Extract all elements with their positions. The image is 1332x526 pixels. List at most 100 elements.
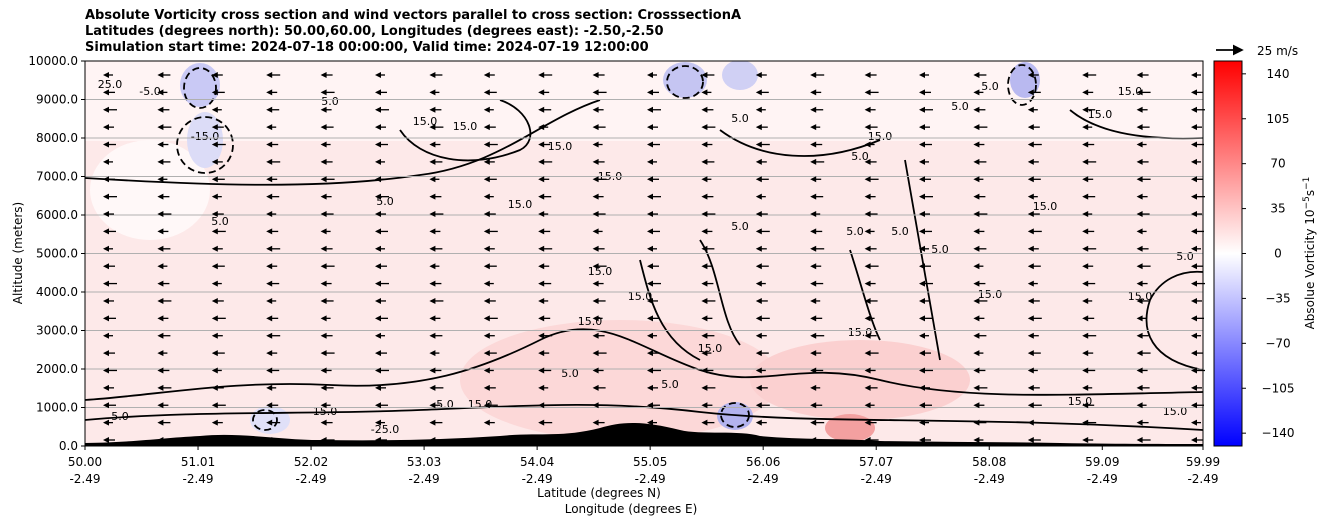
wind-vector <box>538 193 552 200</box>
wind-vector <box>320 315 331 322</box>
wind-vector <box>375 141 388 148</box>
wind-vector <box>483 263 497 270</box>
wind-vector <box>755 211 768 218</box>
wind-vector <box>1136 124 1150 131</box>
wind-vector <box>538 141 551 148</box>
wind-vector <box>483 419 495 426</box>
wind-vector <box>1191 89 1203 96</box>
x-tick-label-lat: 59.09 <box>1085 455 1119 469</box>
x-tick-label-lon: -2.49 <box>1187 472 1218 486</box>
wind-vector <box>1191 158 1201 165</box>
wind-vector <box>1191 384 1202 391</box>
wind-vector <box>483 72 495 78</box>
wind-vector <box>973 176 984 183</box>
wind-vector <box>538 72 553 78</box>
wind-vector <box>1027 89 1041 96</box>
wind-vector <box>810 384 821 391</box>
wind-vector <box>429 263 440 270</box>
wind-vector <box>211 437 225 443</box>
wind-vector <box>1027 350 1041 357</box>
wind-vector <box>320 419 333 426</box>
wind-vector <box>701 193 714 200</box>
wind-vector <box>755 350 769 357</box>
wind-vector <box>103 402 116 409</box>
wind-vector <box>1082 367 1096 374</box>
wind-vector <box>266 367 280 374</box>
contour-label: 5.0 <box>1176 250 1194 263</box>
x-tick-label-lat: 58.08 <box>972 455 1006 469</box>
x-tick-label-lon: -2.49 <box>635 472 666 486</box>
wind-vector <box>266 211 277 218</box>
wind-vector <box>919 176 931 183</box>
wind-vector <box>103 437 115 443</box>
contour-label: 15.0 <box>1088 108 1113 121</box>
wind-vector <box>1136 437 1151 443</box>
wind-vector <box>864 211 878 218</box>
wind-vector <box>1136 141 1147 148</box>
wind-vector <box>1191 437 1203 443</box>
colorbar-tick-label: −70 <box>1265 336 1290 350</box>
wind-vector <box>919 350 931 357</box>
wind-vector <box>919 297 930 304</box>
wind-vector <box>1082 332 1097 339</box>
x-tick-label-lat: 53.03 <box>407 455 441 469</box>
wind-vector <box>211 228 226 235</box>
wind-vector <box>810 158 825 165</box>
x-axis-label-latitude: Latitude (degrees N) <box>537 486 661 500</box>
wind-vector <box>701 106 714 113</box>
contour-label: -25.0 <box>371 423 399 436</box>
wind-vector <box>375 228 388 235</box>
wind-vector <box>973 245 987 252</box>
wind-vector <box>375 158 385 165</box>
wind-vector <box>483 350 497 357</box>
wind-vector <box>592 158 605 165</box>
wind-vector <box>211 141 226 148</box>
contour-label: 5.0 <box>561 367 579 380</box>
wind-vector <box>538 124 549 131</box>
wind-vector <box>429 315 441 322</box>
wind-vector <box>592 141 603 148</box>
wind-vector <box>1136 297 1150 304</box>
wind-vector <box>1082 437 1094 443</box>
wind-vector <box>973 332 987 339</box>
wind-vector <box>157 193 170 200</box>
wind-vector <box>1027 211 1040 218</box>
y-tick-label: 6000.0 <box>36 208 78 222</box>
contour-label: 5.0 <box>731 112 749 125</box>
wind-vector <box>647 384 658 391</box>
wind-vector <box>157 350 168 357</box>
wind-vector <box>157 158 171 165</box>
wind-vector <box>919 332 929 339</box>
x-axis-label-longitude: Longitude (degrees E) <box>565 502 698 516</box>
contour-label: 15.0 <box>588 265 613 278</box>
wind-vector <box>375 297 386 304</box>
wind-vector <box>538 384 549 391</box>
wind-vector <box>375 367 389 374</box>
wind-vector <box>375 384 386 391</box>
terrain <box>85 423 1203 446</box>
wind-vector <box>1027 193 1038 200</box>
wind-vector <box>647 158 657 165</box>
wind-vector <box>211 297 224 304</box>
wind-vector <box>755 72 767 78</box>
wind-vector <box>1027 228 1042 235</box>
wind-vector <box>592 367 604 374</box>
wind-vector <box>429 106 442 113</box>
wind-vector <box>1027 280 1038 287</box>
wind-vectors <box>103 72 1205 443</box>
wind-vector <box>1027 315 1042 322</box>
y-tick-label: 5000.0 <box>36 247 78 261</box>
wind-vector <box>266 158 281 165</box>
wind-vector <box>483 367 494 374</box>
contour-label: 15.0 <box>548 140 573 153</box>
wind-vector <box>103 89 115 96</box>
wind-vector <box>103 315 116 322</box>
wind-vector <box>755 332 767 339</box>
wind-vector <box>320 437 335 443</box>
wind-vector <box>755 228 770 235</box>
colorbar-tick-label: −105 <box>1262 381 1295 395</box>
wind-vector <box>538 106 552 113</box>
contour-label: 5.0 <box>111 410 129 423</box>
wind-vector <box>1027 72 1039 78</box>
